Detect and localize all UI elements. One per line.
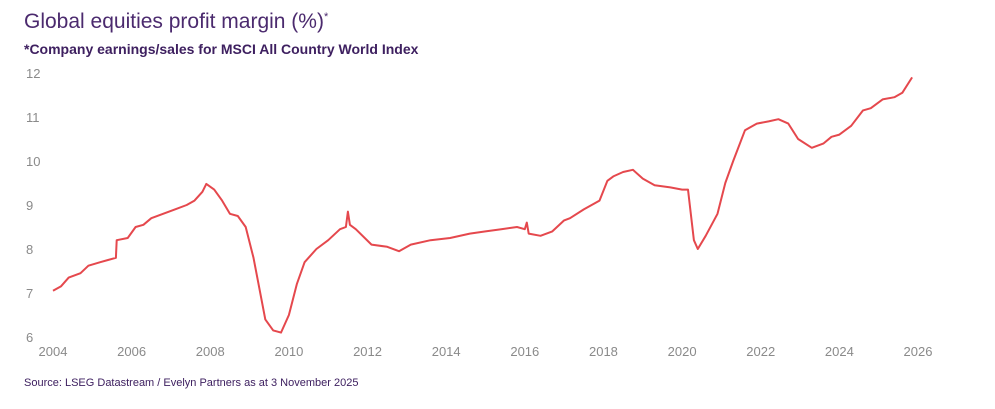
title-footnote-marker: *: [323, 11, 329, 23]
x-tick-label: 2012: [353, 344, 382, 359]
chart-title-text: Global equities profit margin (%): [24, 10, 324, 33]
x-tick-label: 2018: [589, 344, 618, 359]
x-tick-label: 2026: [904, 344, 933, 359]
x-tick-label: 2006: [117, 344, 146, 359]
x-tick-label: 2024: [825, 344, 854, 359]
source-note: Source: LSEG Datastream / Evelyn Partner…: [24, 377, 359, 389]
y-tick-label: 9: [26, 198, 33, 213]
y-tick-label: 11: [26, 110, 40, 125]
y-tick-label: 6: [26, 330, 33, 345]
y-tick-label: 7: [26, 286, 33, 301]
series-line: [52, 76, 913, 334]
x-tick-label: 2014: [432, 344, 461, 359]
y-tick-label: 8: [26, 242, 33, 257]
y-tick-label: 12: [26, 66, 40, 81]
chart-subtitle: *Company earnings/sales for MSCI All Cou…: [24, 41, 419, 57]
x-tick-label: 2004: [39, 344, 68, 359]
x-tick-label: 2010: [274, 344, 303, 359]
y-tick-label: 10: [26, 154, 40, 169]
x-tick-label: 2016: [510, 344, 539, 359]
chart-title: Global equities profit margin (%)*: [24, 10, 328, 34]
x-tick-label: 2022: [746, 344, 775, 359]
x-tick-label: 2020: [668, 344, 697, 359]
x-tick-label: 2008: [196, 344, 225, 359]
